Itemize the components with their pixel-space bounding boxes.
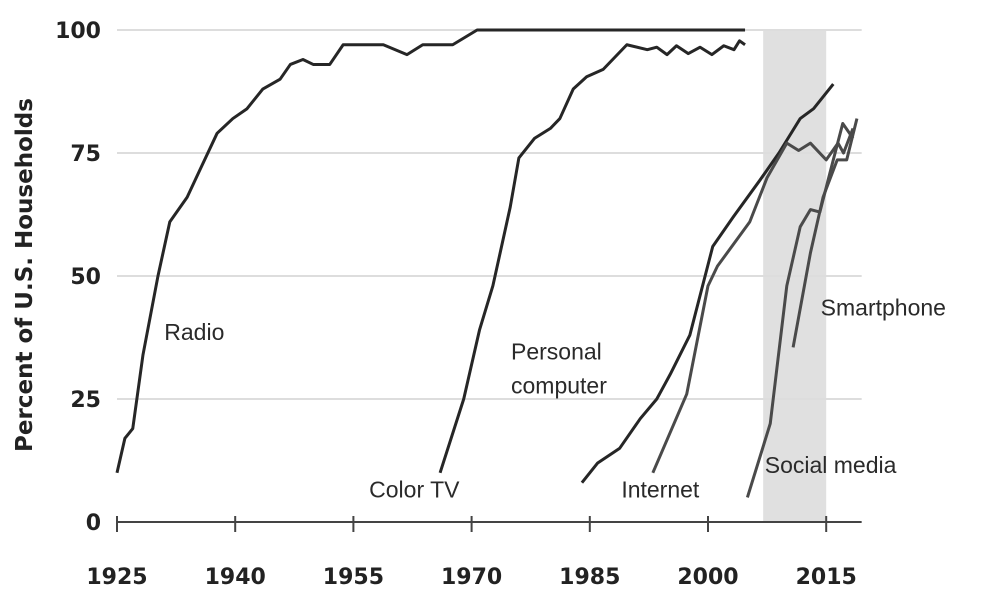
color-tv-label: Color TV [369, 476, 460, 502]
x-tick-label: 1955 [323, 565, 384, 590]
y-tick-label: 0 [86, 511, 101, 536]
x-tick-label: 1925 [86, 565, 147, 590]
color-tv-line [438, 39, 746, 474]
y-tick-label: 25 [70, 388, 101, 413]
radio-label: Radio [164, 319, 224, 345]
social-media-label: Social media [765, 452, 897, 478]
x-tick-label: 1940 [205, 565, 266, 590]
x-tick-label: 2000 [677, 565, 738, 590]
y-tick-label: 50 [70, 265, 101, 290]
personal-computer-label: computer [511, 373, 607, 399]
social-media-line [745, 121, 855, 498]
smartphone-label: Smartphone [821, 294, 946, 320]
y-tick-label: 75 [70, 142, 101, 167]
personal-computer-label: Personal [511, 339, 602, 365]
internet-label: Internet [621, 476, 700, 502]
radio-line [115, 28, 746, 474]
personal-computer-line [580, 83, 835, 484]
x-tick-label: 1985 [559, 565, 620, 590]
y-axis-label: Percent of U.S. Households [12, 98, 38, 452]
smartphone-line [791, 118, 859, 348]
x-tick-label: 1970 [441, 565, 502, 590]
y-tick-label: 100 [55, 19, 101, 44]
x-tick-label: 2015 [796, 565, 857, 590]
